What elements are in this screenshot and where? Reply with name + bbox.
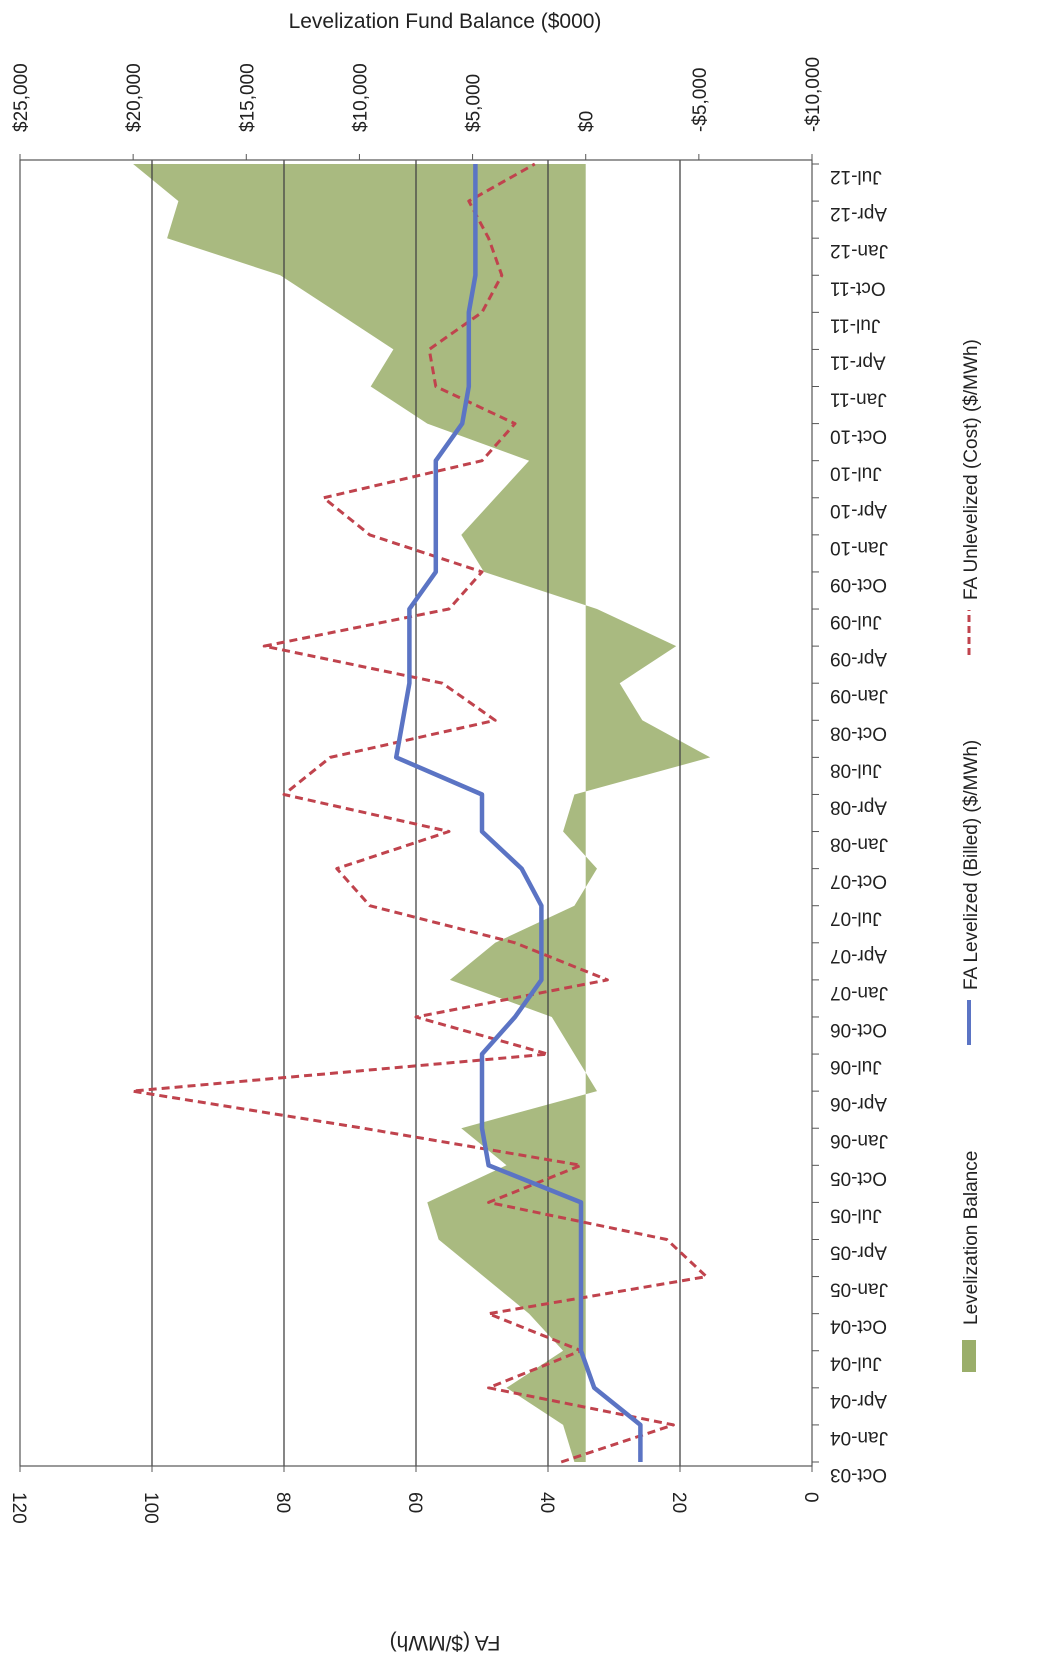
time-axis-tick-label: Jan-11 — [830, 389, 887, 410]
time-axis-tick-label: Apr-12 — [830, 203, 887, 224]
top-axis-title: Levelization Fund Balance ($000) — [289, 10, 602, 33]
top-axis-tick-label: $0 — [577, 111, 598, 132]
top-axis-tick-label: $20,000 — [124, 63, 145, 132]
time-axis-tick-label: Apr-11 — [830, 351, 886, 372]
gridlines — [151, 160, 681, 1466]
time-axis-tick-label: Jul-10 — [830, 463, 882, 484]
time-axis-tick-label: Apr-06 — [830, 1093, 887, 1114]
fa-levelized-line — [393, 164, 643, 1462]
time-axis-tick-label: Apr-08 — [830, 797, 887, 818]
time-axis-tick-label: Jan-12 — [830, 240, 888, 261]
time-axis-tick-label: Jul-06 — [830, 1056, 882, 1077]
time-axis-tick-label: Jul-05 — [830, 1204, 882, 1225]
bottom-axis-tick-label: 80 — [272, 1492, 293, 1513]
top-axis-tick-label: $5,000 — [464, 74, 485, 132]
time-axis-tick-label: Jul-11 — [830, 314, 880, 335]
time-axis-tick-label: Oct-04 — [830, 1316, 887, 1337]
time-axis-tick-label: Apr-05 — [830, 1242, 887, 1263]
time-axis-tick-label: Oct-07 — [830, 871, 887, 892]
time-axis-tick-label: Oct-10 — [830, 426, 887, 447]
levelization-balance-area — [133, 164, 711, 1462]
time-axis-tick-label: Oct-09 — [830, 574, 887, 595]
time-axis-tick-label: Oct-06 — [830, 1019, 887, 1040]
top-axis-ticks: $25,000 $20,000 $15,000 $10,000 $5,000 $0 -$5,… — [11, 57, 824, 160]
time-axis-tick-label: Apr-07 — [830, 945, 887, 966]
time-axis-tick-label: Jul-12 — [830, 166, 882, 187]
time-axis-tick-label: Jan-06 — [830, 1130, 888, 1151]
legend-label-fa-levelized: FA Levelized (Billed) ($/MWh) — [961, 740, 982, 990]
bottom-axis-tick-label: 0 — [800, 1492, 821, 1503]
time-axis-tick-label: Apr-09 — [830, 648, 887, 669]
bottom-axis-tick-label: 20 — [668, 1492, 689, 1513]
time-axis-tick-label: Jan-04 — [830, 1427, 889, 1448]
time-axis-tick-label: Jul-08 — [830, 759, 882, 780]
legend-label-fa-unlevelized: FA Unlevelized (Cost) ($/MWh) — [961, 339, 982, 600]
time-axis-tick-label: Jan-07 — [830, 982, 888, 1003]
bottom-axis-tick-label: 100 — [140, 1492, 161, 1524]
time-axis-tick-label: Apr-10 — [830, 500, 887, 521]
top-axis-tick-label: -$10,000 — [803, 57, 824, 132]
time-axis-tick-label: Jul-07 — [830, 908, 882, 929]
time-axis-tick-label: Jul-09 — [830, 611, 882, 632]
legend-swatch-levelization-balance — [962, 1340, 976, 1372]
top-axis-tick-label: -$5,000 — [690, 68, 711, 132]
series-lines — [130, 162, 708, 1464]
top-axis-tick-label: $25,000 — [11, 63, 32, 132]
time-axis-tick-label: Jan-08 — [830, 834, 888, 855]
time-axis-tick-label: Oct-03 — [830, 1464, 887, 1485]
time-axis-tick-label: Jul-04 — [830, 1353, 882, 1374]
fa-unlevelized-line — [130, 162, 708, 1464]
bottom-axis-ticks: 120 100 80 60 40 20 0 — [8, 1466, 821, 1524]
bottom-axis-tick-label: 120 — [8, 1492, 29, 1524]
time-axis-tick-label: Apr-04 — [830, 1390, 887, 1411]
time-axis-tick-label: Oct-05 — [830, 1167, 887, 1188]
legend: Levelization Balance FA Levelized (Bille… — [961, 339, 982, 1372]
time-axis-tick-label: Jan-09 — [830, 685, 888, 706]
time-axis-tick-label: Jan-10 — [830, 537, 888, 558]
time-axis-tick-label: Jan-05 — [830, 1279, 888, 1300]
levelization-balance-area-layer — [133, 164, 711, 1462]
legend-label-levelization-balance: Levelization Balance — [961, 1151, 982, 1325]
time-axis-ticks: Jul-12 Apr-12 Jan-12 Oct-11 Jul-11 Apr-11 Jan-… — [812, 163, 889, 1485]
top-axis-tick-label: $10,000 — [350, 63, 371, 132]
time-axis-tick-label: Oct-11 — [830, 277, 886, 298]
top-axis-tick-label: $15,000 — [237, 63, 258, 132]
bottom-axis-title: FA ($/MWh) — [390, 1631, 501, 1654]
bottom-axis-tick-label: 60 — [404, 1492, 425, 1513]
time-axis-tick-label: Oct-08 — [830, 722, 887, 743]
bottom-axis-tick-label: 40 — [536, 1492, 557, 1513]
